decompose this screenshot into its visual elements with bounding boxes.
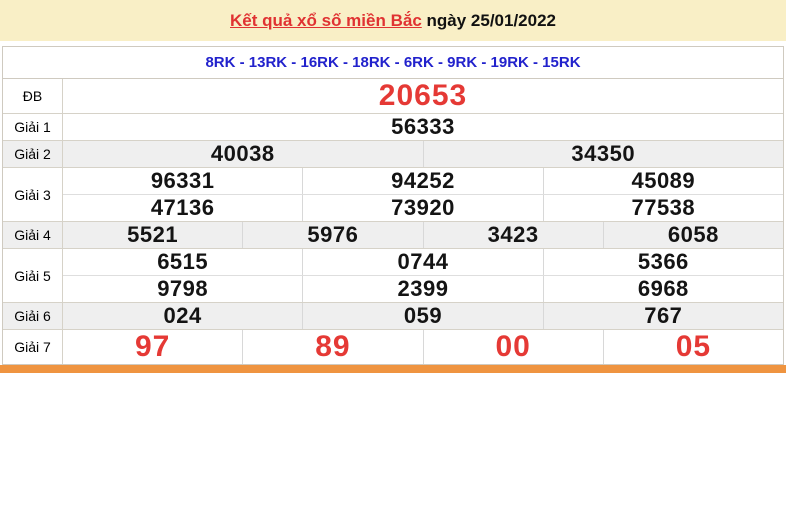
value-group: 6515 0744 5366 xyxy=(63,249,783,275)
spacer xyxy=(0,41,786,46)
lottery-number: 94252 xyxy=(302,168,542,194)
prize-values-g4: 5521 5976 3423 6058 xyxy=(63,222,783,248)
lottery-number: 77538 xyxy=(542,195,783,221)
lottery-number: 34350 xyxy=(422,141,784,167)
value-group: 56333 xyxy=(63,114,783,140)
lottery-number: 059 xyxy=(302,303,542,329)
lottery-number: 56333 xyxy=(391,114,455,139)
results-table: ĐB 20653 Giải 1 56333 Giải 2 40038 34350 Giải 3… xyxy=(3,79,783,364)
value-group: 5521 5976 3423 6058 xyxy=(63,222,783,248)
value-group: 024 059 767 xyxy=(63,303,783,329)
draw-codes-row: 8RK - 13RK - 16RK - 18RK - 6RK - 9RK - 1… xyxy=(3,47,783,79)
lottery-number: 89 xyxy=(242,330,422,364)
prize-values-g1: 56333 xyxy=(63,114,783,140)
lottery-number: 97 xyxy=(134,330,171,363)
value-group: 9798 2399 6968 xyxy=(63,275,783,302)
lottery-number: 9798 xyxy=(157,276,209,301)
lottery-number: 2399 xyxy=(302,276,542,302)
prize-label-g5: Giải 5 xyxy=(3,249,63,302)
prize-values-g5: 6515 0744 5366 9798 2399 6968 xyxy=(63,249,783,302)
lottery-number: 45089 xyxy=(542,168,783,194)
prize-row-g7: Giải 7 97 89 00 05 xyxy=(3,329,783,364)
lottery-number: 5976 xyxy=(242,222,422,248)
prize-row-g1: Giải 1 56333 xyxy=(3,113,783,140)
prize-row-g2: Giải 2 40038 34350 xyxy=(3,140,783,167)
prize-label-g3: Giải 3 xyxy=(3,168,63,221)
bottom-accent-bar xyxy=(0,365,786,373)
lottery-number: 5366 xyxy=(542,249,783,275)
lottery-number: 96331 xyxy=(150,168,215,193)
prize-label-g7: Giải 7 xyxy=(3,330,63,364)
lottery-number: 73920 xyxy=(302,195,542,221)
prize-row-g5: Giải 5 6515 0744 5366 9798 2399 6968 xyxy=(3,248,783,302)
value-group: 47136 73920 77538 xyxy=(63,194,783,221)
prize-values-g3: 96331 94252 45089 47136 73920 77538 xyxy=(63,168,783,221)
prize-label-g4: Giải 4 xyxy=(3,222,63,248)
lottery-number: 767 xyxy=(542,303,783,329)
prize-values-g7: 97 89 00 05 xyxy=(63,330,783,364)
value-group: 96331 94252 45089 xyxy=(63,168,783,194)
lottery-number: 3423 xyxy=(422,222,603,248)
prize-label-g6: Giải 6 xyxy=(3,303,63,329)
value-group: 97 89 00 05 xyxy=(63,330,783,364)
prize-values-db: 20653 xyxy=(63,79,783,113)
lottery-number: 024 xyxy=(163,303,202,328)
prize-label-g2: Giải 2 xyxy=(3,141,63,167)
lottery-number: 05 xyxy=(602,330,783,364)
lottery-number: 00 xyxy=(422,330,603,364)
value-group: 20653 xyxy=(63,79,783,113)
lottery-number: 0744 xyxy=(302,249,542,275)
lottery-number: 6968 xyxy=(542,276,783,302)
page-title: Kết quả xổ số miền Bắc ngày 25/01/2022 xyxy=(0,0,786,41)
prize-row-g4: Giải 4 5521 5976 3423 6058 xyxy=(3,221,783,248)
prize-values-g2: 40038 34350 xyxy=(63,141,783,167)
lottery-number: 47136 xyxy=(150,195,215,220)
results-board: 8RK - 13RK - 16RK - 18RK - 6RK - 9RK - 1… xyxy=(2,46,784,365)
value-group: 40038 34350 xyxy=(63,141,783,167)
prize-label-g1: Giải 1 xyxy=(3,114,63,140)
lottery-number: 5521 xyxy=(127,222,179,247)
prize-label-db: ĐB xyxy=(3,79,63,113)
lottery-number: 6058 xyxy=(602,222,783,248)
draw-date-text: ngày 25/01/2022 xyxy=(421,10,557,30)
result-title-link[interactable]: Kết quả xổ số miền Bắc xyxy=(230,10,422,30)
prize-row-db: ĐB 20653 xyxy=(3,79,783,113)
lottery-number: 20653 xyxy=(378,79,468,112)
prize-values-g6: 024 059 767 xyxy=(63,303,783,329)
lottery-number: 40038 xyxy=(210,141,275,166)
lottery-number: 6515 xyxy=(157,249,209,274)
prize-row-g6: Giải 6 024 059 767 xyxy=(3,302,783,329)
prize-row-g3: Giải 3 96331 94252 45089 47136 73920 77538 xyxy=(3,167,783,221)
